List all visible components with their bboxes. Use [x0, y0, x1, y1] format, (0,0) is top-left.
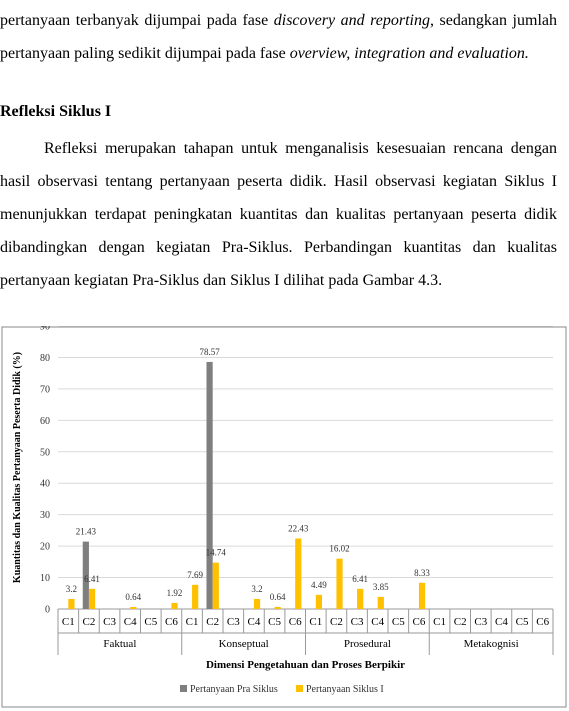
data-label: 21.43 [76, 527, 97, 537]
chart: 0 10 20 30 40 50 60 70 80 90 Kuantitas dan Kualita… [1, 326, 567, 708]
text-run: , sedangkan jumlah pertanyaan paling sed… [0, 12, 557, 62]
group-label: Prosedural [344, 638, 391, 650]
y-tick-label: 60 [40, 416, 50, 427]
data-label: 6.41 [84, 574, 100, 584]
x-tick-label: C5 [144, 616, 157, 628]
y-axis-title: Kuantitas dan Kualitas Pertanyaan Pesert… [12, 352, 23, 583]
bar [206, 361, 213, 609]
bar [315, 594, 323, 609]
bar [130, 606, 137, 609]
x-tick-label: C4 [248, 616, 261, 628]
y-tick-label: 20 [40, 542, 50, 553]
legend-label: Pertanyaan Pra Siklus [190, 684, 278, 695]
chart-frame [1, 326, 567, 708]
bar [295, 538, 302, 609]
x-tick-label: C2 [83, 616, 96, 628]
data-label: 78.57 [199, 347, 220, 357]
x-tick-label: C1 [62, 616, 75, 628]
x-tick-label: C3 [227, 616, 240, 628]
bar [336, 558, 343, 609]
data-label: 1.92 [167, 588, 183, 598]
x-tick-label: C1 [309, 616, 322, 628]
paragraph: Refleksi merupakan tahapan untuk mengana… [0, 132, 557, 297]
bar [68, 598, 75, 609]
bar [418, 582, 426, 609]
bar [274, 606, 281, 609]
x-tick-label: C3 [474, 616, 487, 628]
text-run: overview, integration and evaluation. [289, 45, 529, 62]
x-tick-label: C4 [495, 616, 508, 628]
bar [192, 584, 199, 609]
data-label: 3.85 [373, 582, 389, 592]
bar [82, 541, 89, 609]
data-label: 4.49 [311, 580, 327, 590]
bar [212, 562, 219, 609]
data-label: 3.2 [66, 584, 77, 594]
y-tick-label: 50 [40, 447, 50, 458]
bar [377, 596, 384, 609]
y-tick-label: 0 [45, 605, 50, 616]
x-tick-label: C2 [454, 616, 467, 628]
y-tick-label: 30 [40, 510, 50, 521]
x-tick-label: C6 [536, 616, 549, 628]
x-tick-label: C5 [516, 616, 529, 628]
x-tick-label: C3 [103, 616, 116, 628]
legend-swatch [296, 685, 303, 692]
data-label: 16.02 [329, 544, 349, 554]
text-run: discovery and reporting [273, 12, 430, 29]
y-tick-label: 70 [40, 384, 50, 395]
x-tick-label: C2 [206, 616, 219, 628]
x-tick-label: C4 [371, 616, 384, 628]
x-tick-label: C4 [124, 616, 137, 628]
x-axis-title: Dimensi Pengetahuan dan Proses Berpikir [206, 659, 405, 671]
group-label: Metakognisi [464, 638, 519, 650]
x-tick-label: C1 [186, 616, 199, 628]
legend-swatch [180, 685, 187, 692]
y-tick-label: 10 [40, 573, 50, 584]
bar [253, 598, 261, 609]
data-label: 3.2 [251, 584, 262, 594]
x-tick-label: C1 [433, 616, 446, 628]
x-tick-label: C6 [165, 616, 178, 628]
text-run: pertanyaan terbanyak dijumpai pada fase [0, 12, 274, 29]
bar [357, 588, 364, 609]
data-label: 22.43 [288, 523, 309, 533]
y-tick-label: 80 [40, 353, 50, 364]
group-label: Faktual [103, 638, 136, 650]
bar [171, 602, 178, 609]
x-tick-label: C3 [351, 616, 364, 628]
x-tick-label: C5 [392, 616, 405, 628]
data-label: 0.64 [270, 592, 286, 602]
data-label: 0.64 [125, 592, 141, 602]
y-tick-label: 90 [40, 326, 50, 333]
data-label: 14.74 [206, 548, 227, 558]
x-tick-label: C5 [268, 616, 281, 628]
data-label: 6.41 [352, 574, 368, 584]
legend-label: Pertanyaan Siklus I [306, 684, 384, 695]
x-tick-label: C6 [413, 616, 426, 628]
data-label: 8.33 [414, 568, 430, 578]
y-tick-label: 40 [40, 479, 50, 490]
group-label: Konseptual [219, 638, 269, 650]
paragraph: pertanyaan terbanyak dijumpai pada fase … [0, 4, 557, 70]
text-run: Refleksi merupakan tahapan untuk mengana… [0, 140, 557, 289]
bar [88, 588, 96, 609]
x-tick-label: C2 [330, 616, 343, 628]
data-label: 7.69 [187, 570, 203, 580]
x-tick-label: C6 [289, 616, 302, 628]
section-heading: Refleksi Siklus I [0, 103, 112, 120]
